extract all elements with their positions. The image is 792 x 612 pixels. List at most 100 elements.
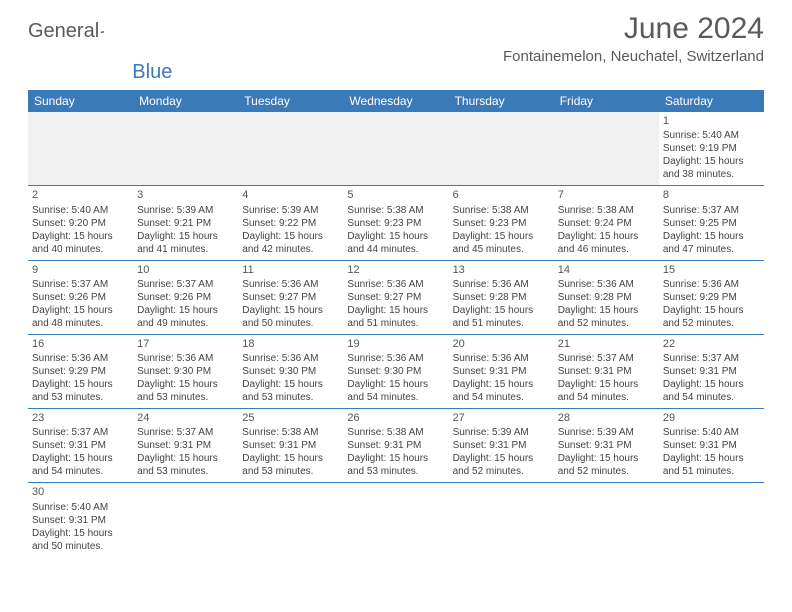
day-detail: and 52 minutes. (558, 317, 655, 330)
day-detail: Daylight: 15 hours (32, 527, 129, 540)
day-header: Sunday (28, 90, 133, 112)
calendar-week-row: 2Sunrise: 5:40 AMSunset: 9:20 PMDaylight… (28, 186, 764, 260)
calendar-cell: 29Sunrise: 5:40 AMSunset: 9:31 PMDayligh… (659, 409, 764, 483)
day-detail: Daylight: 15 hours (663, 230, 760, 243)
day-detail: Sunset: 9:31 PM (347, 439, 444, 452)
day-detail: Sunrise: 5:40 AM (32, 204, 129, 217)
calendar-cell: 14Sunrise: 5:36 AMSunset: 9:28 PMDayligh… (554, 260, 659, 334)
day-number: 24 (137, 411, 234, 425)
day-detail: Sunset: 9:26 PM (32, 291, 129, 304)
calendar-cell: 5Sunrise: 5:38 AMSunset: 9:23 PMDaylight… (343, 186, 448, 260)
day-detail: Sunrise: 5:36 AM (558, 278, 655, 291)
day-number: 21 (558, 337, 655, 351)
day-detail: Daylight: 15 hours (242, 378, 339, 391)
day-number: 2 (32, 188, 129, 202)
day-detail: Daylight: 15 hours (32, 452, 129, 465)
day-detail: Daylight: 15 hours (347, 378, 444, 391)
calendar-week-row: 23Sunrise: 5:37 AMSunset: 9:31 PMDayligh… (28, 409, 764, 483)
day-detail: Sunrise: 5:36 AM (242, 278, 339, 291)
day-number: 5 (347, 188, 444, 202)
day-number: 29 (663, 411, 760, 425)
day-detail: Sunset: 9:29 PM (663, 291, 760, 304)
day-detail: Sunset: 9:31 PM (32, 514, 129, 527)
day-detail: and 38 minutes. (663, 168, 760, 181)
calendar-cell: 21Sunrise: 5:37 AMSunset: 9:31 PMDayligh… (554, 334, 659, 408)
day-detail: Daylight: 15 hours (663, 304, 760, 317)
day-number: 11 (242, 263, 339, 277)
day-detail: and 45 minutes. (453, 243, 550, 256)
calendar-cell: 1Sunrise: 5:40 AMSunset: 9:19 PMDaylight… (659, 112, 764, 186)
day-number: 14 (558, 263, 655, 277)
day-detail: and 53 minutes. (242, 391, 339, 404)
day-number: 12 (347, 263, 444, 277)
calendar-cell: 17Sunrise: 5:36 AMSunset: 9:30 PMDayligh… (133, 334, 238, 408)
day-detail: and 49 minutes. (137, 317, 234, 330)
day-detail: and 54 minutes. (32, 465, 129, 478)
day-detail: Sunset: 9:31 PM (453, 365, 550, 378)
day-number: 18 (242, 337, 339, 351)
calendar-cell: 27Sunrise: 5:39 AMSunset: 9:31 PMDayligh… (449, 409, 554, 483)
calendar-week-row: 30Sunrise: 5:40 AMSunset: 9:31 PMDayligh… (28, 483, 764, 557)
day-detail: Daylight: 15 hours (137, 452, 234, 465)
day-detail: Daylight: 15 hours (663, 155, 760, 168)
day-detail: Sunset: 9:27 PM (242, 291, 339, 304)
day-detail: Sunset: 9:23 PM (347, 217, 444, 230)
day-detail: Daylight: 15 hours (32, 230, 129, 243)
day-detail: Sunset: 9:31 PM (663, 439, 760, 452)
calendar-cell: 30Sunrise: 5:40 AMSunset: 9:31 PMDayligh… (28, 483, 133, 557)
day-detail: Sunrise: 5:37 AM (663, 352, 760, 365)
day-detail: Sunrise: 5:37 AM (558, 352, 655, 365)
day-detail: and 51 minutes. (663, 465, 760, 478)
day-detail: Sunset: 9:25 PM (663, 217, 760, 230)
day-detail: Daylight: 15 hours (242, 452, 339, 465)
day-detail: Sunrise: 5:37 AM (137, 426, 234, 439)
day-detail: Sunrise: 5:36 AM (453, 352, 550, 365)
logo-text-accent: Blue (132, 61, 172, 84)
calendar-cell: 3Sunrise: 5:39 AMSunset: 9:21 PMDaylight… (133, 186, 238, 260)
day-number: 4 (242, 188, 339, 202)
day-header: Friday (554, 90, 659, 112)
day-number: 19 (347, 337, 444, 351)
day-detail: Sunset: 9:27 PM (347, 291, 444, 304)
day-detail: Sunrise: 5:36 AM (663, 278, 760, 291)
calendar-cell (554, 483, 659, 557)
day-detail: and 53 minutes. (137, 391, 234, 404)
day-detail: and 50 minutes. (32, 540, 129, 553)
calendar-head: SundayMondayTuesdayWednesdayThursdayFrid… (28, 90, 764, 112)
calendar-week-row: 9Sunrise: 5:37 AMSunset: 9:26 PMDaylight… (28, 260, 764, 334)
day-number: 13 (453, 263, 550, 277)
day-header-row: SundayMondayTuesdayWednesdayThursdayFrid… (28, 90, 764, 112)
day-detail: and 44 minutes. (347, 243, 444, 256)
day-detail: Sunset: 9:28 PM (453, 291, 550, 304)
calendar-cell: 10Sunrise: 5:37 AMSunset: 9:26 PMDayligh… (133, 260, 238, 334)
logo: General (28, 12, 123, 43)
day-detail: Sunrise: 5:39 AM (137, 204, 234, 217)
day-header: Tuesday (238, 90, 343, 112)
day-number: 20 (453, 337, 550, 351)
day-detail: and 40 minutes. (32, 243, 129, 256)
day-detail: Daylight: 15 hours (242, 230, 339, 243)
day-detail: Sunset: 9:30 PM (242, 365, 339, 378)
day-detail: Sunrise: 5:40 AM (663, 426, 760, 439)
calendar-cell: 26Sunrise: 5:38 AMSunset: 9:31 PMDayligh… (343, 409, 448, 483)
calendar-table: SundayMondayTuesdayWednesdayThursdayFrid… (28, 90, 764, 557)
calendar-cell: 6Sunrise: 5:38 AMSunset: 9:23 PMDaylight… (449, 186, 554, 260)
day-detail: Sunset: 9:26 PM (137, 291, 234, 304)
day-detail: Sunset: 9:20 PM (32, 217, 129, 230)
day-detail: and 54 minutes. (558, 391, 655, 404)
day-detail: and 52 minutes. (558, 465, 655, 478)
day-detail: Daylight: 15 hours (558, 230, 655, 243)
calendar-cell: 7Sunrise: 5:38 AMSunset: 9:24 PMDaylight… (554, 186, 659, 260)
day-detail: and 54 minutes. (453, 391, 550, 404)
day-detail: and 46 minutes. (558, 243, 655, 256)
calendar-cell (554, 112, 659, 186)
day-detail: Sunrise: 5:40 AM (32, 501, 129, 514)
day-detail: Sunset: 9:23 PM (453, 217, 550, 230)
day-detail: Sunrise: 5:39 AM (558, 426, 655, 439)
day-detail: Sunset: 9:31 PM (137, 439, 234, 452)
day-detail: Sunrise: 5:39 AM (242, 204, 339, 217)
calendar-week-row: 16Sunrise: 5:36 AMSunset: 9:29 PMDayligh… (28, 334, 764, 408)
day-number: 7 (558, 188, 655, 202)
day-detail: Sunset: 9:31 PM (558, 365, 655, 378)
calendar-cell: 20Sunrise: 5:36 AMSunset: 9:31 PMDayligh… (449, 334, 554, 408)
